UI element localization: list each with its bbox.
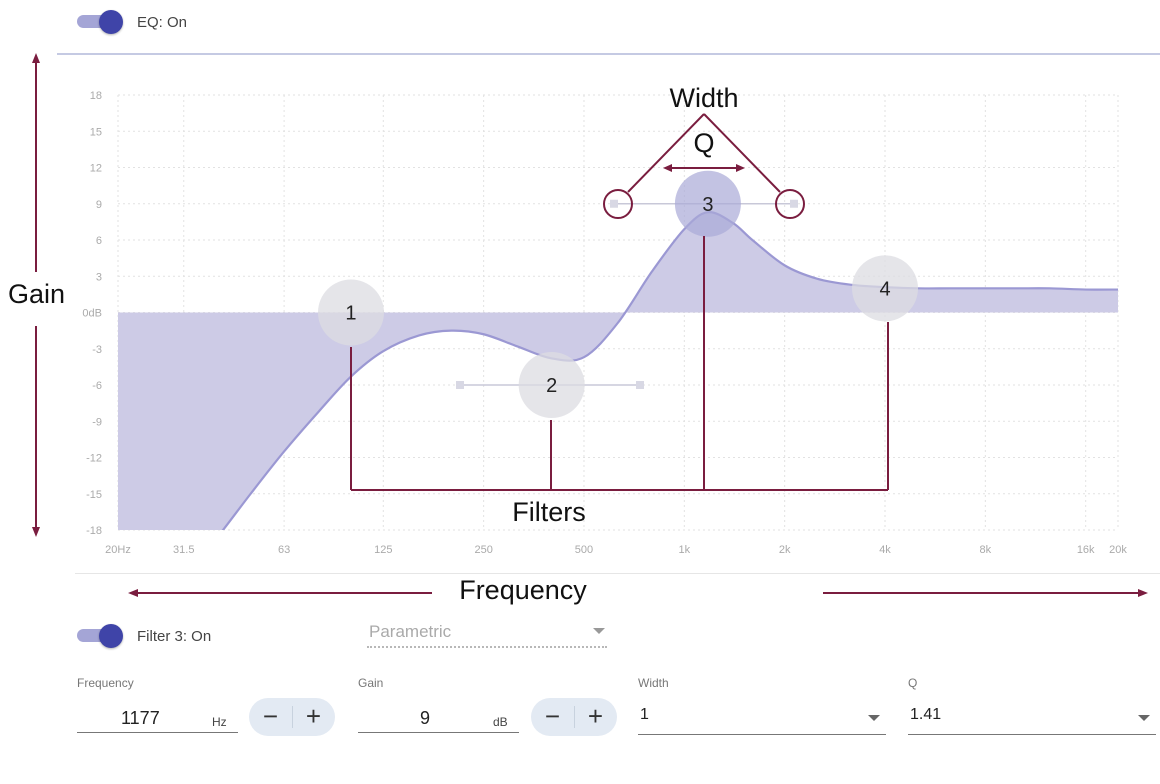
frequency-input[interactable]: 1177 Hz: [77, 704, 238, 733]
stepper-divider: [292, 706, 293, 728]
header-divider: [57, 53, 1160, 55]
x-tick-label: 500: [575, 544, 593, 556]
eq-toggle-label: EQ: On: [137, 14, 188, 31]
filter-handles[interactable]: 1 2 3 4: [317, 170, 919, 418]
arrow-left-icon: [663, 164, 672, 172]
y-tick-label: -3: [92, 344, 102, 356]
x-axis-ticks: 20Hz 31.5 63 125 250 500 1k 2k 4k 8k 16k 20k: [105, 544, 1127, 556]
chevron-down-icon: [868, 715, 880, 721]
bandwidth-handle-left: [610, 199, 618, 208]
x-tick-label: 20k: [1109, 544, 1127, 556]
x-tick-label: 250: [474, 544, 492, 556]
y-tick-label: -18: [86, 525, 102, 537]
width-marker-left: [603, 189, 633, 219]
gain-value: 9: [420, 708, 431, 728]
arrow-down-icon: [32, 527, 40, 537]
y-tick-label: -9: [92, 416, 102, 428]
frequency-value: 1177: [121, 708, 160, 728]
arrow-right-icon: [1138, 589, 1148, 597]
q-select[interactable]: 1.41: [908, 704, 1156, 735]
y-tick-label: 0dB: [82, 308, 102, 320]
gain-decrement-button[interactable]: −: [544, 701, 561, 731]
y-tick-label: 15: [90, 126, 102, 138]
y-tick-label: 18: [90, 90, 102, 102]
frequency-decrement-button[interactable]: −: [262, 701, 279, 731]
y-tick-label: -6: [92, 380, 102, 392]
filter-handle-label: 4: [879, 278, 890, 300]
frequency-increment-button[interactable]: +: [305, 701, 322, 731]
frequency-unit: Hz: [212, 715, 227, 729]
x-tick-label: 4k: [879, 544, 891, 556]
x-tick-label: 125: [374, 544, 392, 556]
bandwidth-handle-left: [456, 381, 464, 389]
x-tick-label: 1k: [679, 544, 691, 556]
filter-type-select[interactable]: Parametric: [367, 622, 607, 648]
width-annotation: Width: [669, 83, 738, 113]
y-tick-label: 9: [96, 199, 102, 211]
eq-toggle-knob: [99, 10, 123, 34]
x-tick-label: 20Hz: [105, 544, 131, 556]
filter-handle-3[interactable]: [674, 170, 741, 237]
x-tick-label: 8k: [980, 544, 992, 556]
x-tick-label: 16k: [1077, 544, 1095, 556]
y-tick-label: 12: [90, 163, 102, 175]
filter-toggle[interactable]: [77, 624, 127, 648]
stepper-divider: [574, 706, 575, 728]
filter-handle-label: 3: [702, 194, 713, 216]
filter-handle-label: 2: [546, 375, 557, 397]
q-label: Q: [908, 676, 918, 690]
filter-handle-4[interactable]: [852, 255, 919, 322]
y-tick-label: 3: [96, 271, 102, 283]
annotations: Gain Frequency Filters Width Q: [8, 53, 1148, 605]
frequency-stepper[interactable]: − +: [249, 698, 335, 736]
bandwidth-handle-right: [790, 199, 798, 208]
gain-stepper[interactable]: − +: [531, 698, 617, 736]
gain-increment-button[interactable]: +: [587, 701, 604, 731]
q-annotation: Q: [693, 128, 714, 158]
width-label: Width: [638, 676, 669, 690]
width-line-left: [627, 113, 705, 193]
arrow-up-icon: [32, 53, 40, 63]
arrow-right-icon: [736, 164, 745, 172]
frequency-label: Frequency: [77, 676, 134, 690]
response-curve: [221, 211, 1118, 530]
response-fill: [118, 212, 1118, 530]
filter-handle-2[interactable]: [518, 352, 585, 418]
gain-unit: dB: [493, 715, 508, 729]
filters-annotation: Filters: [512, 497, 586, 527]
chevron-down-icon: [593, 628, 605, 634]
y-tick-label: -15: [86, 489, 102, 501]
frequency-annotation: Frequency: [459, 575, 587, 605]
width-marker-right: [775, 189, 805, 219]
eq-toggle[interactable]: [77, 10, 127, 34]
y-axis-ticks: 18 15 12 9 6 3 0dB -3 -6 -9 -12 -15 -18: [82, 90, 102, 537]
gain-input[interactable]: 9 dB: [358, 704, 519, 733]
filter-handle-label: 1: [345, 303, 356, 325]
y-tick-label: -12: [86, 453, 102, 465]
width-value: 1: [640, 706, 649, 723]
x-tick-label: 2k: [779, 544, 791, 556]
graph-divider: [75, 573, 1160, 574]
y-tick-label: 6: [96, 235, 102, 247]
arrow-left-icon: [128, 589, 138, 597]
gain-annotation: Gain: [8, 279, 65, 309]
filter-toggle-knob: [99, 624, 123, 648]
q-value: 1.41: [910, 706, 942, 723]
width-line-right: [703, 113, 781, 193]
filter-handle-1[interactable]: [317, 279, 384, 346]
x-tick-label: 63: [278, 544, 290, 556]
x-tick-label: 31.5: [173, 544, 194, 556]
filter-type-value: Parametric: [369, 622, 452, 641]
bandwidth-handle-right: [636, 381, 644, 389]
width-select[interactable]: 1: [638, 704, 886, 735]
gain-label: Gain: [358, 676, 384, 690]
chevron-down-icon: [1138, 715, 1150, 721]
filter-toggle-label: Filter 3: On: [137, 628, 212, 645]
